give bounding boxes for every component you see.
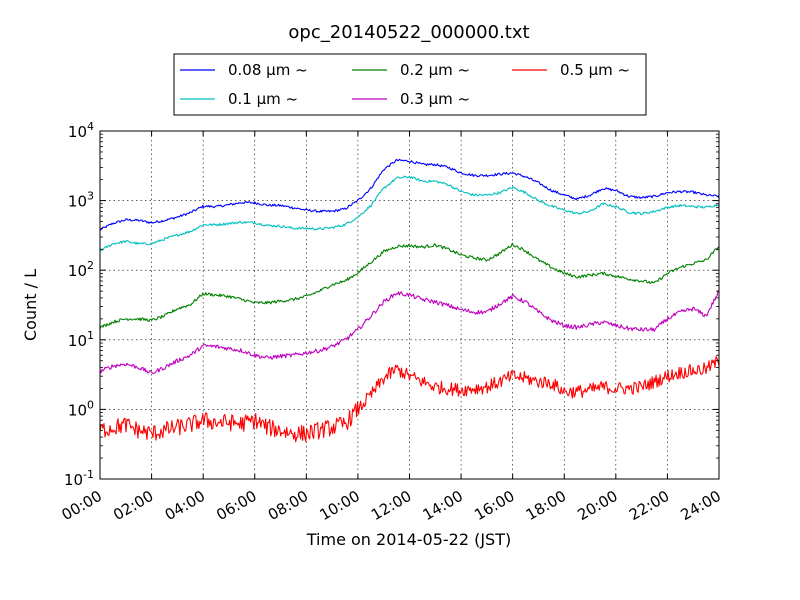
plot-background [100,131,719,479]
series-line [99,242,720,330]
y-tick-exponent: 1 [87,329,94,342]
y-tick-base: 10 [68,401,87,419]
legend-label: 0.3 μm ~ [400,90,470,108]
series-line [99,175,720,252]
y-tick-exponent: -1 [83,468,94,481]
y-tick-label: 103 [68,190,94,211]
chart-title: opc_20140522_000000.txt [288,22,529,43]
y-tick-label: 102 [68,259,94,280]
y-tick-base: 10 [64,471,83,489]
legend-frame [173,53,647,116]
y-tick-label: 101 [68,329,94,350]
legend-label: 0.5 μm ~ [560,61,630,79]
legend: 0.08 μm ~ 0.1 μm ~ 0.2 μm ~ 0.3 μm ~ 0.5 μm … [173,53,647,116]
legend-label: 0.1 μm ~ [228,90,298,108]
y-tick-exponent: 0 [87,398,94,411]
legend-label: 0.08 μm ~ [228,61,308,79]
series-layer [99,158,720,443]
y-tick-base: 10 [68,332,87,350]
y-tick-label: 104 [68,120,94,141]
series-line [99,158,720,231]
series-line [99,356,720,443]
legend-label: 0.2 μm ~ [400,61,470,79]
y-tick-exponent: 3 [87,190,94,203]
y-tick-exponent: 4 [87,120,94,133]
y-tick-exponent: 2 [87,259,94,272]
y-tick-base: 10 [68,123,87,141]
y-tick-label: 10-1 [64,468,94,489]
series-line [99,290,720,375]
plot-frame [99,130,720,480]
y-axis-label: Count / L [21,269,40,341]
y-tick-base: 10 [68,262,87,280]
x-axis-label: Time on 2014-05-22 (JST) [306,530,511,549]
plot-area [99,130,720,480]
y-tick-label: 100 [68,398,94,419]
y-tick-base: 10 [68,193,87,211]
